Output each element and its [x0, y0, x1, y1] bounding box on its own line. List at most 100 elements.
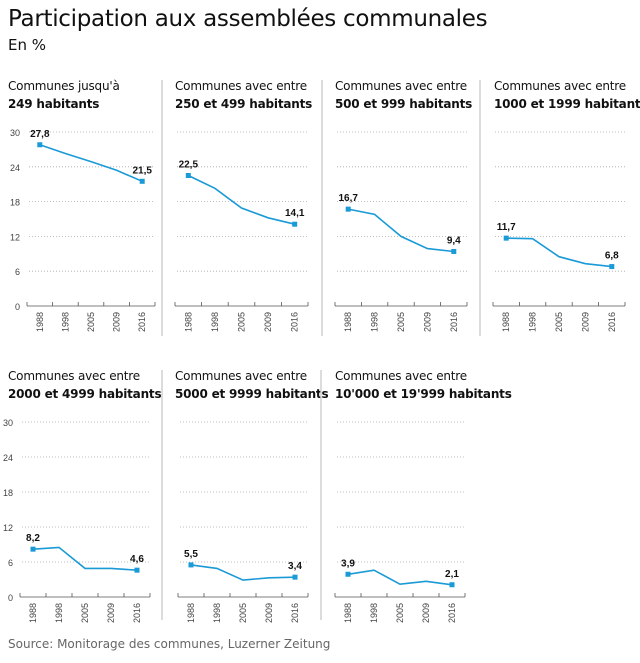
y-tick-label: 12: [10, 232, 20, 242]
panel-title-line2: 10'000 et 19'999 habitants: [335, 387, 512, 401]
panel-header: Communes avec entre 500 et 999 habitants: [335, 77, 472, 113]
y-tick-label: 24: [3, 453, 13, 463]
x-tick-label: 2009: [264, 603, 274, 623]
data-point-marker: [30, 546, 36, 552]
data-label-last: 6,8: [605, 251, 619, 262]
data-label-first: 3,9: [341, 558, 355, 569]
x-tick-label: 1998: [210, 312, 220, 332]
data-point-marker: [292, 574, 298, 580]
y-tick-label: 0: [8, 593, 13, 603]
x-tick-label: 2009: [112, 312, 122, 332]
y-tick-label: 30: [3, 418, 13, 428]
x-tick-label: 2005: [395, 603, 405, 623]
data-point-marker: [188, 562, 194, 568]
panel-header: Communes avec entre 1000 et 1999 habitant…: [494, 77, 640, 113]
series-line: [32, 546, 138, 571]
data-point-marker: [134, 567, 140, 573]
data-label-last: 21,5: [132, 165, 152, 176]
panel-header: Communes avec entre 5000 et 9999 habitant…: [175, 367, 329, 403]
panel-title-line1: Communes avec entre: [8, 369, 140, 383]
data-label-last: 2,1: [445, 569, 459, 580]
x-tick-label: 2009: [580, 312, 590, 332]
x-tick-label: 2005: [237, 312, 247, 332]
series-line: [39, 144, 143, 183]
panel-header: Communes jusqu'à 249 habitants: [8, 77, 120, 113]
source-note: Source: Monitorage des communes, Luzerne…: [8, 637, 331, 651]
panel-title-line1: Communes avec entre: [175, 79, 307, 93]
x-tick-label: 2005: [554, 312, 564, 332]
x-tick-label: 1988: [343, 603, 353, 623]
data-label-last: 4,6: [130, 554, 144, 565]
x-tick-label: 1988: [28, 603, 38, 623]
x-tick-label: 1988: [186, 603, 196, 623]
data-point-marker: [292, 221, 298, 227]
data-point-marker: [449, 582, 455, 588]
series-line: [347, 569, 453, 586]
x-tick-label: 1988: [35, 312, 45, 332]
data-label-last: 3,4: [288, 561, 302, 572]
y-tick-label: 12: [3, 523, 13, 533]
x-tick-label: 1998: [370, 312, 380, 332]
x-tick-label: 2016: [449, 312, 459, 332]
x-tick-label: 2005: [238, 603, 248, 623]
panel-header: Communes avec entre 250 et 499 habitants: [175, 77, 312, 113]
data-point-marker: [345, 206, 351, 212]
data-label-first: 16,7: [338, 193, 358, 204]
y-tick-label: 6: [8, 558, 13, 568]
series-line: [187, 174, 295, 225]
y-tick-label: 18: [3, 488, 13, 498]
x-tick-label: 1998: [60, 312, 70, 332]
chart-title: Participation aux assemblées communales: [8, 6, 488, 32]
x-tick-label: 1998: [369, 603, 379, 623]
y-tick-label: 18: [10, 198, 20, 208]
panel-header: Communes avec entre 10'000 et 19'999 habi…: [335, 367, 512, 403]
data-label-first: 27,8: [30, 129, 50, 140]
x-tick-label: 1988: [343, 312, 353, 332]
x-tick-label: 2005: [86, 312, 96, 332]
data-point-marker: [503, 235, 509, 241]
data-label-first: 11,7: [497, 222, 516, 233]
data-label-last: 9,4: [447, 235, 461, 246]
y-tick-label: 24: [10, 163, 20, 173]
data-point-marker: [37, 142, 43, 148]
panel-title-line2: 250 et 499 habitants: [175, 97, 313, 111]
x-tick-label: 1988: [183, 312, 193, 332]
x-tick-label: 1998: [528, 312, 538, 332]
series-line: [348, 208, 454, 253]
data-point-marker: [451, 248, 457, 254]
x-tick-label: 2016: [607, 312, 617, 332]
x-tick-label: 2005: [80, 603, 90, 623]
data-point-marker: [345, 571, 351, 577]
y-tick-label: 6: [15, 267, 20, 277]
data-label-last: 14,1: [285, 208, 305, 219]
panel-title-line1: Communes avec entre: [175, 369, 307, 383]
panel-title-line1: Communes avec entre: [335, 369, 467, 383]
panel-title-line2: 249 habitants: [8, 97, 100, 111]
panel-title-line1: Communes avec entre: [335, 79, 467, 93]
x-tick-label: 2009: [422, 312, 432, 332]
x-tick-label: 2009: [263, 312, 273, 332]
x-tick-label: 2009: [421, 603, 431, 623]
panel-title-line2: 5000 et 9999 habitants: [175, 387, 329, 401]
x-tick-label: 1998: [212, 603, 222, 623]
panel-title-line2: 2000 et 4999 habitants: [8, 387, 162, 401]
x-tick-label: 2016: [447, 603, 457, 623]
panel-title-line1: Communes avec entre: [494, 79, 626, 93]
panel-title-line1: Communes jusqu'à: [8, 79, 120, 93]
data-point-marker: [185, 173, 191, 178]
x-tick-label: 2016: [132, 603, 142, 623]
panel-title-line2: 500 et 999 habitants: [335, 97, 473, 111]
data-point-marker: [139, 178, 145, 184]
x-tick-label: 2005: [396, 312, 406, 332]
chart-subtitle: En %: [8, 36, 47, 54]
x-tick-label: 2016: [290, 603, 300, 623]
x-tick-label: 2009: [106, 603, 116, 623]
panel-title-line2: 1000 et 1999 habitants: [494, 97, 640, 111]
data-label-first: 22,5: [179, 160, 199, 171]
y-tick-label: 0: [15, 302, 20, 312]
panel-header: Communes avec entre 2000 et 4999 habitant…: [8, 367, 162, 403]
data-label-first: 8,2: [26, 533, 40, 544]
data-point-marker: [609, 264, 615, 270]
